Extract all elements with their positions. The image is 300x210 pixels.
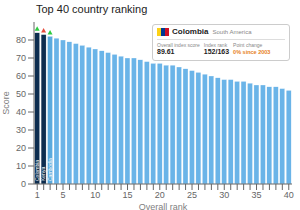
svg-text:40: 40 [16,107,26,117]
svg-text:10: 10 [90,190,100,200]
svg-text:35: 35 [252,190,262,200]
html-text:0% since 2003: 0% since 2003 [233,49,271,55]
html-text:Index rank: Index rank [203,42,228,48]
svg-text:1: 1 [35,190,40,200]
svg-text:40: 40 [284,190,292,200]
svg-text:50: 50 [16,89,26,99]
svg-text:60: 60 [16,71,26,81]
svg-text:30: 30 [16,125,26,135]
svg-text:20: 20 [155,190,165,200]
svg-text:30: 30 [219,190,229,200]
svg-text:80: 80 [16,35,26,45]
svg-text:0: 0 [21,179,26,189]
svg-text:20: 20 [16,143,26,153]
html-text:Overall index score: Overall index score [157,42,200,48]
svg-text:Cambodia: Cambodia [47,158,53,181]
svg-text:Overall rank: Overall rank [139,202,188,210]
svg-text:70: 70 [16,53,26,63]
html-text:Top 40 country ranking: Top 40 country ranking [36,3,148,15]
html-text:Point change: Point change [233,42,263,48]
svg-text:15: 15 [123,190,133,200]
html-text:89.61: 89.61 [157,48,175,55]
svg-text:Colombia: Colombia [34,160,40,181]
svg-text:25: 25 [187,190,197,200]
svg-text:Kenya: Kenya [40,167,46,181]
html-text:152/163: 152/163 [203,48,230,55]
html-text:Colombia South America: Colombia South America [172,27,252,36]
svg-text:10: 10 [16,161,26,171]
svg-text:5: 5 [61,190,66,200]
svg-text:Score: Score [8,91,11,115]
